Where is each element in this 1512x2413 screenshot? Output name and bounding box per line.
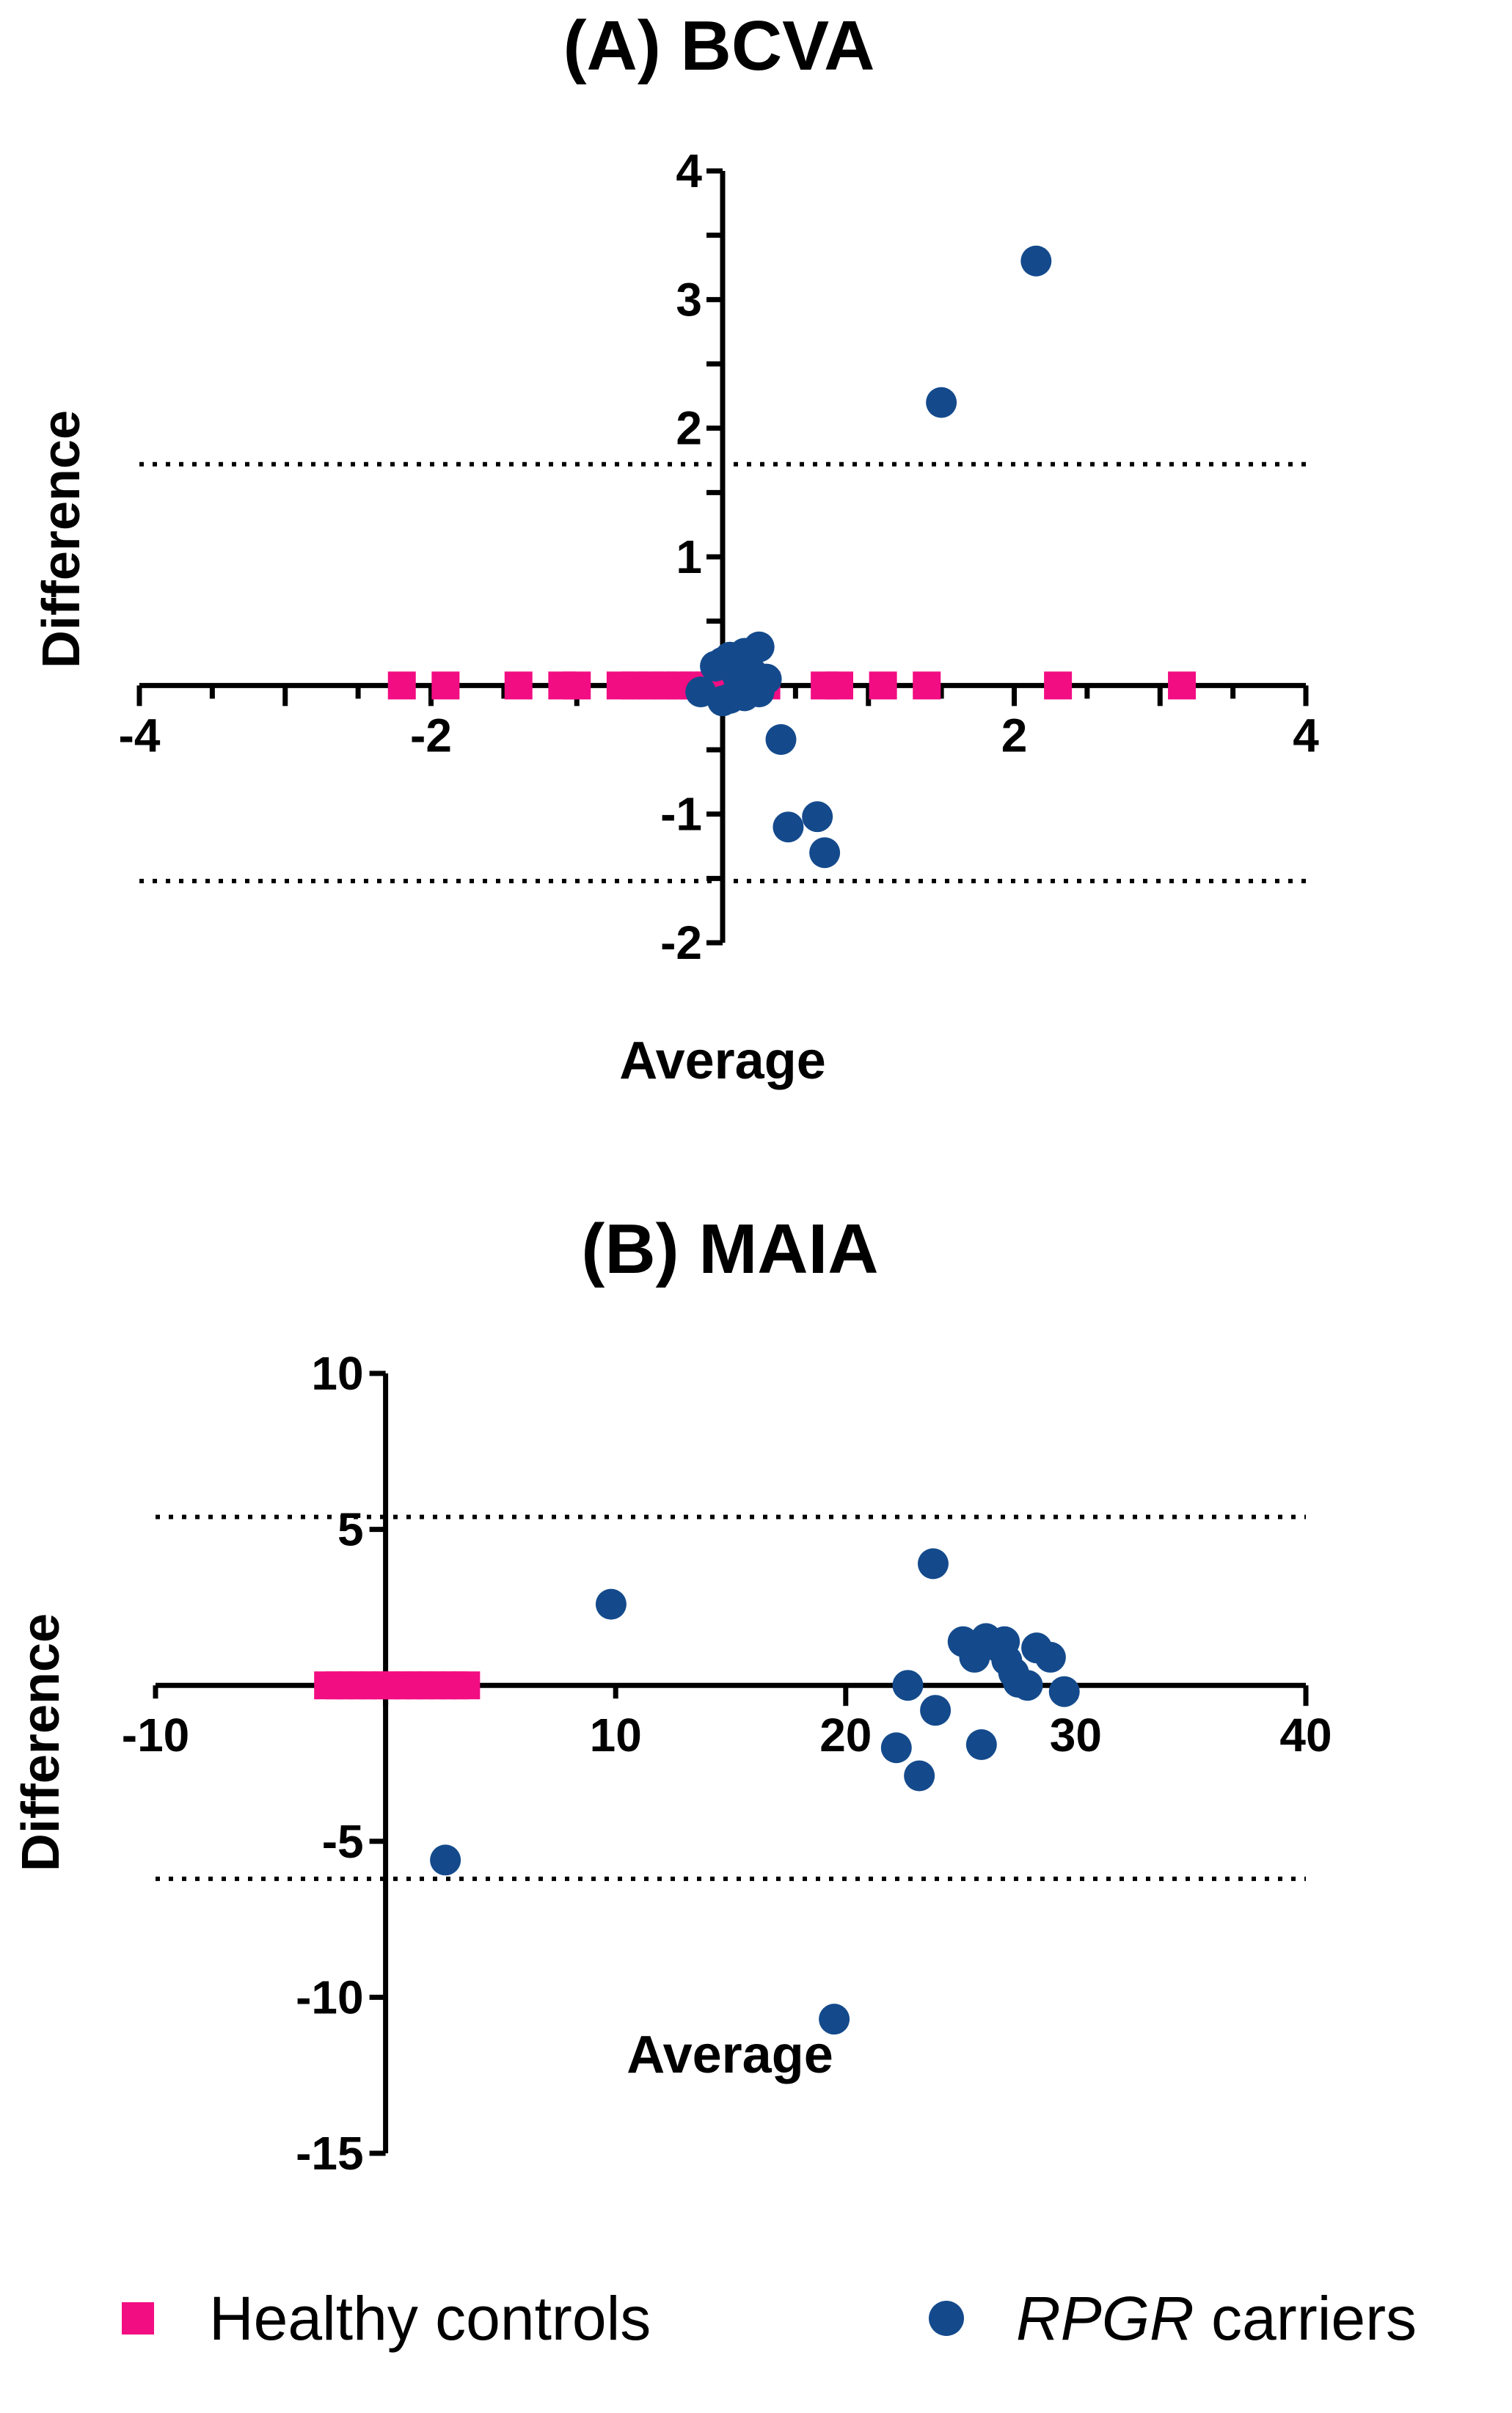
healthy-control-point bbox=[563, 671, 591, 700]
panel-a-bcva: (A) BCVA -4 -2 2 4 4 3 2 1 -1 -2 Average Difference bbox=[32, 7, 1319, 1090]
rpgr-carrier-point bbox=[965, 1728, 997, 1760]
legend-item: RPGR carriers bbox=[929, 2284, 1417, 2353]
x-tick-label: 2 bbox=[1001, 709, 1028, 762]
x-tick-label: 10 bbox=[590, 1709, 642, 1762]
x-tick-label: -4 bbox=[119, 709, 161, 762]
healthy-control-point bbox=[452, 1671, 481, 1700]
healthy-control-point bbox=[869, 671, 897, 700]
healthy-control-point bbox=[1168, 671, 1197, 700]
rpgr-carrier-point bbox=[1020, 245, 1052, 277]
x-tick-label: 20 bbox=[819, 1709, 872, 1762]
y-tick-label: 2 bbox=[676, 402, 702, 455]
y-tick-label: 3 bbox=[676, 273, 702, 326]
legend-item: Healthy controls bbox=[122, 2284, 651, 2353]
rpgr-carrier-point bbox=[819, 2004, 850, 2035]
healthy-control-point bbox=[825, 671, 853, 700]
panel-b-maia: (B) MAIA -10 10 20 30 40 10 5 -5 -10 -15 Average Dif… bbox=[12, 1210, 1332, 2180]
legend-label: RPGR carriers bbox=[1016, 2284, 1417, 2353]
x-tick-label: -2 bbox=[410, 709, 452, 762]
series-rpgr-carriers bbox=[685, 245, 1052, 869]
rpgr-carrier-point bbox=[1012, 1670, 1043, 1701]
y-tick-label: -5 bbox=[322, 1815, 364, 1868]
healthy-control-point bbox=[913, 671, 941, 700]
rpgr-carrier-point bbox=[892, 1670, 924, 1701]
healthy-control-point bbox=[387, 671, 416, 700]
x-axis-label: Average bbox=[619, 1032, 826, 1090]
y-axis-label: Difference bbox=[32, 410, 91, 668]
rpgr-carrier-point bbox=[920, 1695, 952, 1726]
y-tick-label: 5 bbox=[337, 1503, 364, 1556]
y-tick-label: -1 bbox=[660, 788, 702, 841]
rpgr-carrier-point bbox=[1048, 1676, 1080, 1707]
rpgr-carrier-point bbox=[917, 1548, 949, 1580]
y-tick-label: -10 bbox=[296, 1971, 364, 2023]
rpgr-carrier-point bbox=[802, 801, 833, 833]
rpgr-carrier-point bbox=[765, 723, 797, 755]
rpgr-carrier-point bbox=[926, 387, 957, 418]
y-tick-label: 4 bbox=[676, 145, 702, 197]
healthy-control-point bbox=[1044, 671, 1073, 700]
series-healthy-controls bbox=[314, 1671, 481, 1700]
rpgr-carrier-point bbox=[707, 685, 738, 717]
legend-label-part: RPGR bbox=[1016, 2284, 1194, 2353]
legend-label: Healthy controls bbox=[209, 2284, 651, 2353]
x-tick-label: 40 bbox=[1279, 1709, 1332, 1762]
healthy-control-point bbox=[431, 671, 460, 700]
legend-label-part: Healthy controls bbox=[209, 2284, 651, 2353]
rpgr-carrier-point bbox=[1034, 1641, 1066, 1673]
x-tick-label: 4 bbox=[1293, 709, 1319, 762]
y-tick-label: -15 bbox=[296, 2127, 364, 2180]
chart-title: (B) MAIA bbox=[581, 1210, 878, 1288]
rpgr-carrier-point bbox=[430, 1844, 461, 1876]
x-tick-label: -10 bbox=[122, 1709, 190, 1762]
legend: Healthy controls RPGR carriers bbox=[122, 2284, 1417, 2353]
series-rpgr-carriers bbox=[430, 1548, 1080, 2035]
x-axis-label: Average bbox=[627, 2026, 833, 2084]
x-tick-label: 30 bbox=[1050, 1709, 1102, 1762]
healthy-control-point bbox=[504, 671, 533, 700]
y-tick-label: 10 bbox=[311, 1347, 363, 1400]
y-tick-label: -2 bbox=[660, 916, 702, 969]
rpgr-carrier-point bbox=[904, 1760, 935, 1792]
y-axis-label: Difference bbox=[12, 1613, 70, 1872]
legend-circle-icon bbox=[929, 2301, 964, 2336]
rpgr-carrier-point bbox=[773, 811, 804, 843]
rpgr-carrier-point bbox=[595, 1588, 627, 1620]
y-tick-label: 1 bbox=[676, 530, 702, 583]
legend-square-icon bbox=[122, 2302, 154, 2334]
rpgr-carrier-point bbox=[743, 676, 775, 708]
legend-label-part: carriers bbox=[1194, 2284, 1417, 2353]
rpgr-carrier-point bbox=[809, 837, 841, 869]
rpgr-carrier-point bbox=[880, 1732, 912, 1764]
chart-title: (A) BCVA bbox=[563, 7, 875, 85]
